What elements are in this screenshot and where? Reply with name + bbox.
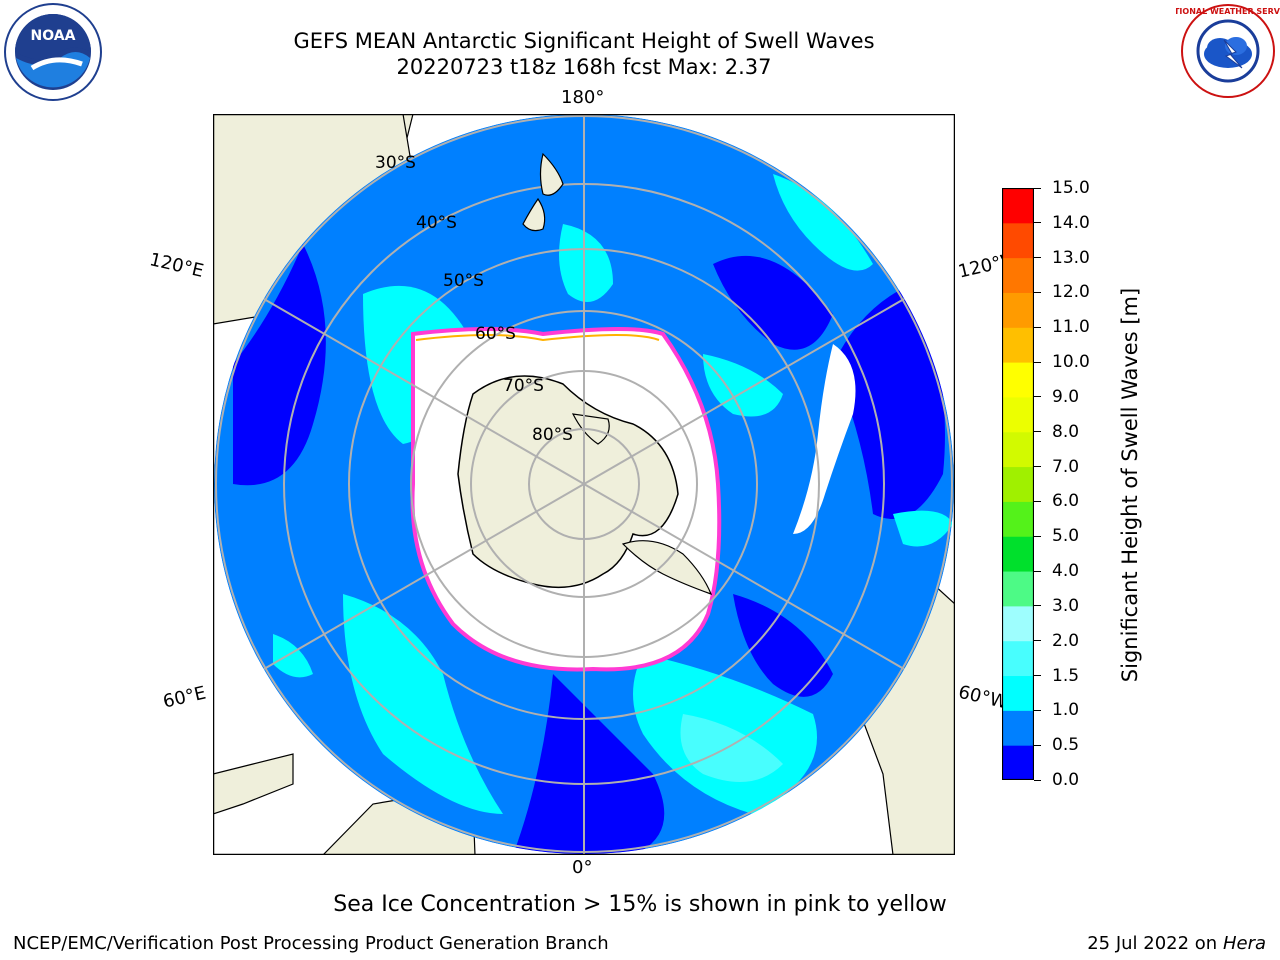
colorbar-band xyxy=(1002,292,1034,328)
noaa-logo-text: NOAA xyxy=(31,28,76,44)
colorbar-tick-label: 6.0 xyxy=(1052,491,1080,512)
colorbar-tick-mark xyxy=(1034,361,1041,363)
lat-label-70s: 70°S xyxy=(503,376,544,396)
colorbar-band xyxy=(1002,501,1034,537)
swell-field xyxy=(214,114,954,854)
colorbar-tick-mark xyxy=(1034,257,1041,259)
colorbar-band xyxy=(1002,571,1034,607)
lon-label-120e: 120°E xyxy=(147,249,206,282)
colorbar-tick-label: 12.0 xyxy=(1052,282,1090,303)
colorbar-border xyxy=(1001,187,1035,781)
colorbar xyxy=(1001,187,1035,781)
lat-label-80s: 80°S xyxy=(532,425,573,445)
lon-label-60e: 60°E xyxy=(161,682,208,713)
polar-map: 180° 120°E 120°W 60°E 60°W 0° 30°S 40°S … xyxy=(147,88,1020,878)
colorbar-tick-label: 1.0 xyxy=(1052,700,1080,721)
colorbar-band xyxy=(1002,675,1034,711)
colorbar-tick-label: 11.0 xyxy=(1052,317,1090,338)
colorbar-tick-mark xyxy=(1034,709,1041,711)
colorbar-tick-mark xyxy=(1034,222,1041,224)
lon-label-0: 0° xyxy=(572,857,593,878)
colorbar-tick-label: 9.0 xyxy=(1052,386,1080,407)
colorbar-tick-mark xyxy=(1034,396,1041,398)
footer-credit: NCEP/EMC/Verification Post Processing Pr… xyxy=(13,933,609,954)
colorbar-band xyxy=(1002,745,1034,781)
colorbar-tick-mark xyxy=(1034,500,1041,502)
colorbar-tick-label: 3.0 xyxy=(1052,595,1080,616)
colorbar-tick-mark xyxy=(1034,291,1041,293)
colorbar-tick-mark xyxy=(1034,535,1041,537)
nws-logo-text: NATIONAL WEATHER SERVICE xyxy=(1176,7,1280,16)
colorbar-tick-mark xyxy=(1034,675,1041,677)
colorbar-tick-label: 14.0 xyxy=(1052,212,1090,233)
colorbar-band xyxy=(1002,466,1034,502)
colorbar-tick-mark xyxy=(1034,431,1041,433)
colorbar-band xyxy=(1002,710,1034,746)
colorbar-tick-label: 4.0 xyxy=(1052,561,1080,582)
colorbar-tick-label: 7.0 xyxy=(1052,456,1080,477)
map-svg xyxy=(213,114,955,855)
colorbar-band xyxy=(1002,257,1034,293)
lon-label-180: 180° xyxy=(561,87,605,108)
lat-label-50s: 50°S xyxy=(443,271,484,291)
colorbar-svg xyxy=(1001,187,1035,781)
colorbar-band xyxy=(1002,396,1034,433)
colorbar-band xyxy=(1002,640,1034,677)
colorbar-tick-label: 1.5 xyxy=(1052,665,1080,686)
new-zealand-land xyxy=(522,152,564,232)
colorbar-band xyxy=(1002,222,1034,259)
colorbar-tick-label: 13.0 xyxy=(1052,247,1090,268)
chart-subtitle: 20220723 t18z 168h fcst Max: 2.37 xyxy=(396,55,772,79)
colorbar-band xyxy=(1002,188,1034,224)
colorbar-title: Significant Height of Swell Waves [m] xyxy=(1118,287,1142,683)
colorbar-tick-mark xyxy=(1034,326,1041,328)
colorbar-tick-label: 5.0 xyxy=(1052,526,1080,547)
colorbar-tick-mark xyxy=(1034,605,1041,607)
colorbar-tick-label: 8.0 xyxy=(1052,421,1080,442)
footer-date-text: 25 Jul 2022 on xyxy=(1087,933,1223,954)
colorbar-band xyxy=(1002,536,1034,572)
colorbar-tick-mark xyxy=(1034,187,1041,189)
colorbar-band xyxy=(1002,327,1034,363)
footer-date: 25 Jul 2022 on Hera xyxy=(1087,933,1266,954)
colorbar-tick-label: 0.5 xyxy=(1052,735,1080,756)
colorbar-tick-mark xyxy=(1034,640,1041,642)
colorbar-tick-label: 2.0 xyxy=(1052,630,1080,651)
lat-label-40s: 40°S xyxy=(416,213,457,233)
colorbar-tick-mark xyxy=(1034,779,1041,781)
colorbar-tick-label: 0.0 xyxy=(1052,770,1080,790)
footer-host: Hera xyxy=(1222,933,1266,954)
colorbar-tick-mark xyxy=(1034,570,1041,572)
sea-ice-note: Sea Ice Concentration > 15% is shown in … xyxy=(333,892,947,917)
colorbar-tick-mark xyxy=(1034,744,1041,746)
colorbar-band xyxy=(1002,605,1034,642)
colorbar-tick-label: 10.0 xyxy=(1052,352,1090,373)
chart-title: GEFS MEAN Antarctic Significant Height o… xyxy=(293,29,875,53)
colorbar-band xyxy=(1002,362,1034,398)
colorbar-tick-mark xyxy=(1034,466,1041,468)
nws-logo: NATIONAL WEATHER SERVICE xyxy=(1162,2,1280,100)
colorbar-band xyxy=(1002,431,1034,468)
colorbar-tick-label: 15.0 xyxy=(1052,178,1090,198)
noaa-logo: NOAA xyxy=(2,2,104,102)
lat-label-30s: 30°S xyxy=(375,153,416,173)
lat-label-60s: 60°S xyxy=(475,324,516,344)
